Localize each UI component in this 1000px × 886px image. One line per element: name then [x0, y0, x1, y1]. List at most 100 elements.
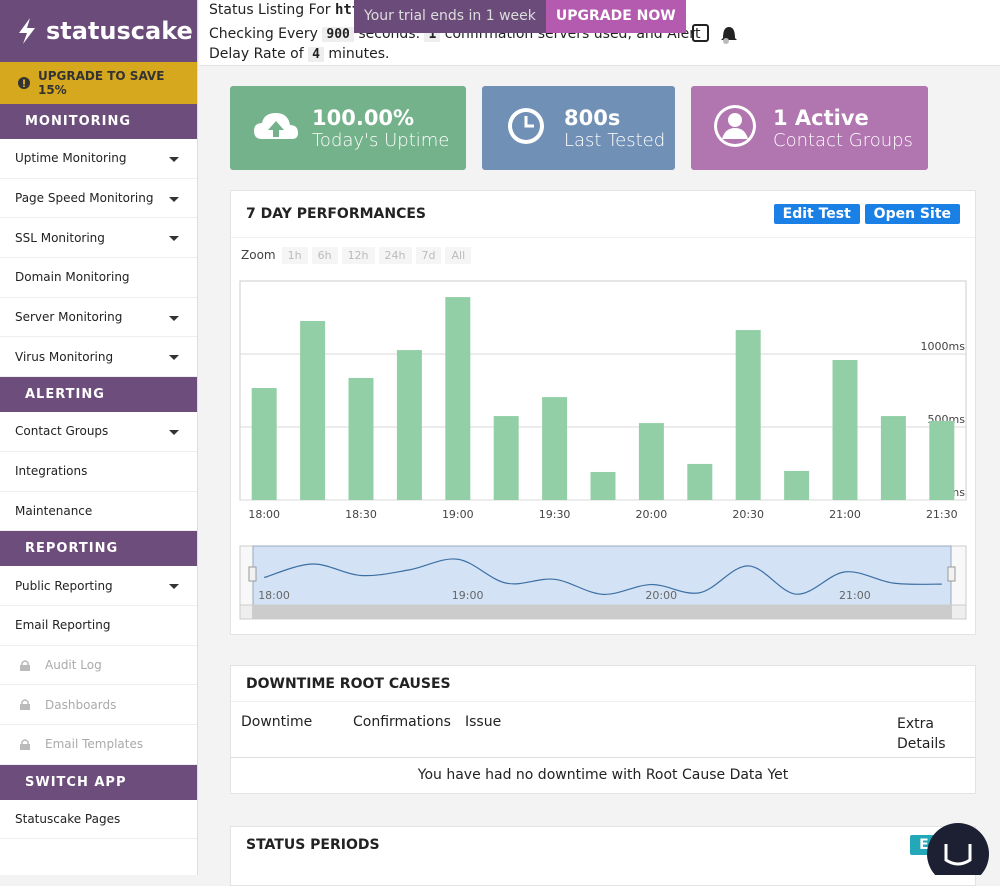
menu-item[interactable]: Email Reporting: [0, 606, 197, 646]
scrollbar-thumb[interactable]: [252, 605, 952, 619]
dropdown-arrow: [169, 430, 179, 436]
card-text: 800s Last Tested: [564, 106, 665, 151]
bar: [784, 470, 810, 500]
trial-text: Your trial ends in 1 week: [354, 0, 546, 33]
zoom-button[interactable]: 6h: [311, 247, 338, 264]
dropdown-arrow: [169, 196, 179, 202]
lock-icon: [20, 738, 30, 750]
card-label: Last Tested: [564, 129, 666, 151]
zoom-button[interactable]: 7d: [415, 247, 442, 264]
x-tick-label: 18:00: [248, 508, 280, 521]
menu: MONITORING Uptime Monitoring Page Speed Mo…: [0, 104, 197, 840]
navigator-label: 19:00: [452, 589, 484, 602]
card-icon: [504, 103, 550, 154]
card-value: 800s: [564, 105, 621, 130]
open-site-button[interactable]: Open Site: [864, 204, 960, 224]
menu-item[interactable]: Audit Log: [0, 646, 197, 686]
bar: [832, 359, 858, 500]
panel-title: STATUS PERIODS: [246, 837, 380, 853]
chat-widget[interactable]: [926, 822, 990, 875]
book-icon[interactable]: [692, 24, 709, 42]
menu-label: Public Reporting: [15, 578, 113, 593]
bar: [590, 471, 616, 500]
status-periods-panel: STATUS PERIODSExport: [230, 826, 980, 886]
bar: [348, 377, 374, 500]
lock-icon: [20, 698, 30, 711]
column: Issue: [465, 714, 502, 730]
text: Delay Rate of: [209, 46, 304, 62]
bar: [880, 416, 906, 500]
navigator-handle[interactable]: [947, 566, 956, 582]
column: Downtime: [241, 714, 313, 730]
dropdown-arrow: [169, 157, 179, 162]
bar: [687, 463, 713, 500]
stat-card: 100.00% Today's Uptime: [230, 86, 466, 170]
menu-label: Email Reporting: [15, 618, 111, 633]
card-text: 1 Active Contact Groups: [773, 106, 913, 151]
menu-item[interactable]: Integrations: [0, 452, 197, 492]
y-tick-label: 1000ms: [921, 340, 966, 353]
menu-label: Maintenance: [15, 503, 93, 518]
section-header: REPORTING: [0, 531, 197, 567]
menu-item[interactable]: Page Speed Monitoring: [0, 179, 197, 219]
menu-item[interactable]: Contact Groups: [0, 412, 197, 452]
zoom-button[interactable]: All: [445, 247, 472, 264]
alert-icon: [18, 77, 30, 89]
menu-item[interactable]: Email Templates: [0, 725, 197, 765]
bar: [300, 321, 326, 500]
menu-item[interactable]: Uptime Monitoring: [0, 139, 197, 179]
card-icon: [252, 103, 298, 154]
x-tick-label: 20:00: [636, 508, 668, 521]
edit-test-button[interactable]: Edit Test: [773, 204, 860, 224]
menu-item[interactable]: Domain Monitoring: [0, 258, 197, 298]
menu-item[interactable]: Maintenance: [0, 492, 197, 532]
navigator-line: [264, 558, 942, 595]
navigator-label: 18:00: [258, 589, 290, 602]
column: Extra Details: [897, 716, 946, 752]
bar: [638, 423, 664, 500]
menu-label: Server Monitoring: [15, 310, 123, 325]
section-header: MONITORING: [0, 104, 197, 139]
menu-label: Integrations: [15, 464, 88, 479]
menu-label: SSL Monitoring: [15, 230, 105, 245]
menu-label: Statuscake Pages: [15, 811, 121, 826]
menu-item[interactable]: Public Reporting: [0, 566, 197, 606]
menu-label: Uptime Monitoring: [15, 151, 127, 166]
text: Checking Every: [209, 26, 318, 42]
menu-label: Page Speed Monitoring: [15, 191, 154, 206]
menu-item[interactable]: Server Monitoring: [0, 298, 197, 338]
upgrade-button[interactable]: UPGRADE NOW: [545, 0, 686, 33]
menu-label: Email Templates: [45, 737, 144, 752]
x-tick-label: 21:30: [926, 508, 958, 521]
interval: 900: [322, 27, 354, 42]
card-value: 1 Active: [773, 105, 869, 130]
navigator-handle[interactable]: [248, 566, 257, 582]
zoom-button[interactable]: 12h: [341, 247, 375, 264]
menu-label: Domain Monitoring: [15, 270, 130, 285]
text: Status Listing For: [209, 2, 331, 18]
dropdown-arrow: [169, 236, 179, 242]
logo-text: statuscake: [46, 17, 193, 45]
downtime-panel: DOWNTIME ROOT CAUSES Downtime Confirmati…: [230, 665, 976, 794]
card-text: 100.00% Today's Uptime: [312, 106, 449, 151]
menu-item[interactable]: Virus Monitoring: [0, 337, 197, 378]
menu-item[interactable]: Statuscake Pages: [0, 800, 197, 840]
logo-icon: [19, 18, 35, 44]
stat-card: 800s Last Tested: [482, 86, 675, 170]
upgrade-banner[interactable]: UPGRADE TO SAVE 15%: [0, 62, 197, 104]
dropdown-arrow: [169, 315, 179, 321]
buttons: Edit Test Open Site: [773, 204, 960, 224]
zoom-label: Zoom: [241, 248, 276, 262]
menu-label: Virus Monitoring: [15, 349, 114, 364]
sidebar: statuscake UPGRADE TO SAVE 15% MONITORIN…: [0, 0, 198, 875]
menu-item[interactable]: Dashboards: [0, 685, 197, 725]
zoom-button[interactable]: 24h: [378, 247, 412, 264]
bar: [445, 297, 471, 500]
bell-icon[interactable]: [721, 27, 737, 40]
zoom-button[interactable]: 1h: [281, 247, 308, 264]
bar: [251, 388, 277, 500]
menu-item[interactable]: SSL Monitoring: [0, 218, 197, 259]
trial-banner: Your trial ends in 1 week UPGRADE NOW: [354, 0, 686, 33]
x-tick-label: 19:30: [539, 508, 571, 521]
logo[interactable]: statuscake: [0, 0, 197, 62]
